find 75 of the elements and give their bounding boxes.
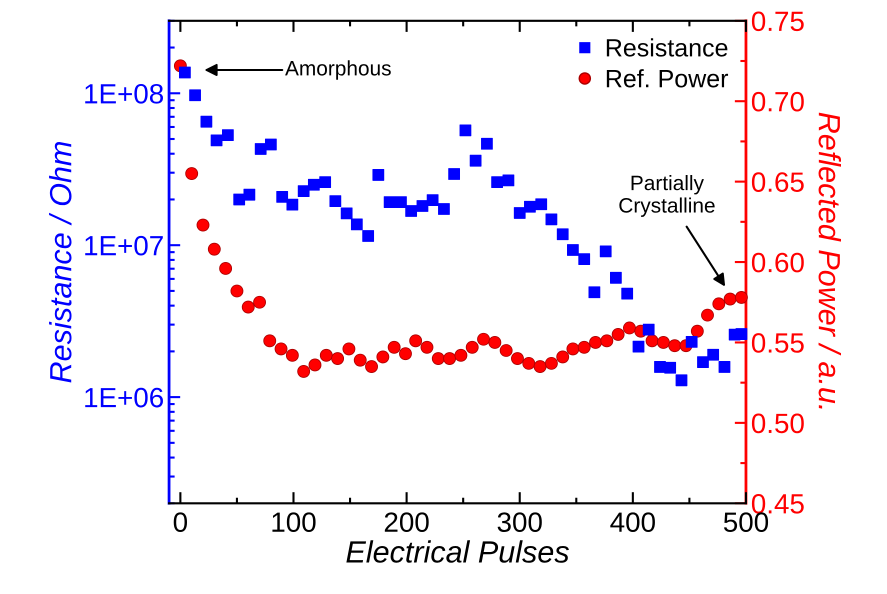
point [621,288,634,300]
point [707,348,720,361]
point [438,203,450,215]
point [588,286,600,298]
point [470,154,482,167]
x-tick-label: 300 [498,512,542,532]
point [426,194,439,206]
y2-axis-title: Reflected Power / a.u. [818,112,841,409]
point [491,176,503,188]
point [632,340,644,352]
point [736,328,748,340]
y-axis-title: Resistance / Ohm [49,142,72,383]
point [654,361,666,373]
x-tick-label: 0 [174,512,188,532]
point [384,196,396,208]
point [340,207,353,220]
point [395,196,407,208]
y-tick-label: 1E+06 [85,388,163,408]
point [546,213,558,226]
y2-tick-label: 0.65 [752,172,804,192]
point [514,207,526,219]
point [276,190,288,203]
y2-tick-label: 0.75 [752,11,804,32]
point [179,66,191,78]
point [686,336,698,348]
point [405,205,418,217]
y-tick-label: 1E+08 [85,84,163,104]
point [362,230,374,242]
point [578,253,590,265]
x-axis-title: Electrical Pulses [346,540,569,563]
point [210,134,222,146]
point [319,176,332,188]
point [222,129,234,142]
annotation: Partially Crystalline [619,175,715,217]
y2-tick-label: 0.45 [752,494,804,514]
point [372,169,384,181]
point [556,228,569,240]
point [189,89,201,102]
point [460,124,472,136]
point [610,272,622,284]
point [233,194,246,206]
annotation: Amorphous [285,60,391,80]
point [308,178,320,191]
point [524,200,536,213]
x-tick-label: 500 [724,512,768,532]
point [567,244,579,256]
legend-label: Ref. Power [606,69,728,88]
point [329,195,342,208]
point [535,198,548,210]
point [481,138,493,150]
point [676,374,688,386]
point [448,168,460,180]
x-tick-label: 200 [384,512,429,532]
x-tick-label: 100 [272,512,316,532]
point [664,362,676,374]
point [286,198,298,210]
point [600,246,612,258]
point [642,324,655,336]
point [416,200,428,212]
legend-label: Resistance [606,38,728,57]
y-tick-label: 1E+07 [85,236,163,256]
x-tick-label: 400 [610,512,655,532]
point [350,218,363,230]
y2-tick-label: 0.55 [752,333,804,353]
point [200,116,212,128]
point [264,138,277,150]
y2-tick-label: 0.60 [752,252,804,272]
point [502,174,514,186]
point [697,356,709,368]
point [298,185,310,197]
y2-tick-label: 0.50 [752,414,804,434]
point [254,143,267,155]
point [243,188,256,201]
y2-tick-label: 0.70 [752,92,804,112]
point [718,361,730,373]
